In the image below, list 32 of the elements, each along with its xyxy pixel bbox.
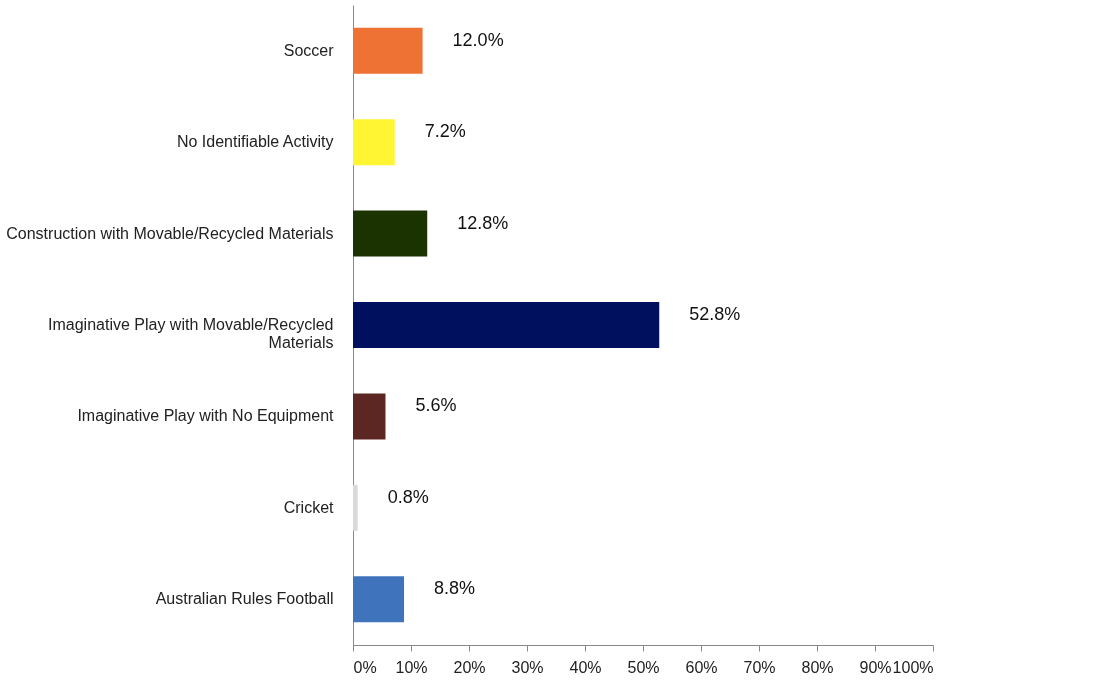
y-tick-label: Soccer: [283, 41, 335, 59]
x-tick-label: 60%: [685, 658, 718, 676]
data-label: 8.8%: [434, 578, 476, 599]
data-label: 5.6%: [415, 395, 457, 416]
x-tick-label: 10%: [395, 658, 428, 676]
y-tick-label: Imaginative Play with No Equipment: [77, 407, 335, 425]
data-label: 7.2%: [424, 121, 466, 142]
bar: [353, 210, 428, 257]
data-label: 12.0%: [452, 29, 504, 50]
y-tick-label: Australian Rules Football: [155, 590, 334, 608]
data-label: 12.8%: [457, 212, 509, 233]
x-tick-label: 70%: [743, 658, 776, 676]
bar: [353, 393, 386, 440]
x-tick-label: 40%: [569, 658, 602, 676]
data-label: 0.8%: [387, 486, 429, 507]
x-tick-label: 80%: [801, 658, 834, 676]
x-tick-label: 100%: [892, 658, 934, 676]
y-tick-label: No Identifiable Activity: [176, 133, 334, 151]
bar: [353, 302, 660, 348]
x-tick-label: 0%: [353, 658, 377, 676]
y-tick-label: Construction with Movable/Recycled Materials: [6, 224, 334, 242]
y-tick-label: Cricket: [283, 498, 335, 516]
bar: [353, 576, 405, 623]
x-tick-label: 20%: [453, 658, 486, 676]
x-tick-label: 50%: [627, 658, 660, 676]
bar: [353, 484, 358, 531]
bar: [353, 119, 395, 166]
x-tick-label: 90%: [859, 658, 892, 676]
x-tick-label: 30%: [511, 658, 544, 676]
data-label: 52.8%: [689, 304, 741, 324]
y-tick-label: Imaginative Play with Movable/Recycled Materials: [48, 316, 334, 351]
bar: [353, 27, 423, 74]
